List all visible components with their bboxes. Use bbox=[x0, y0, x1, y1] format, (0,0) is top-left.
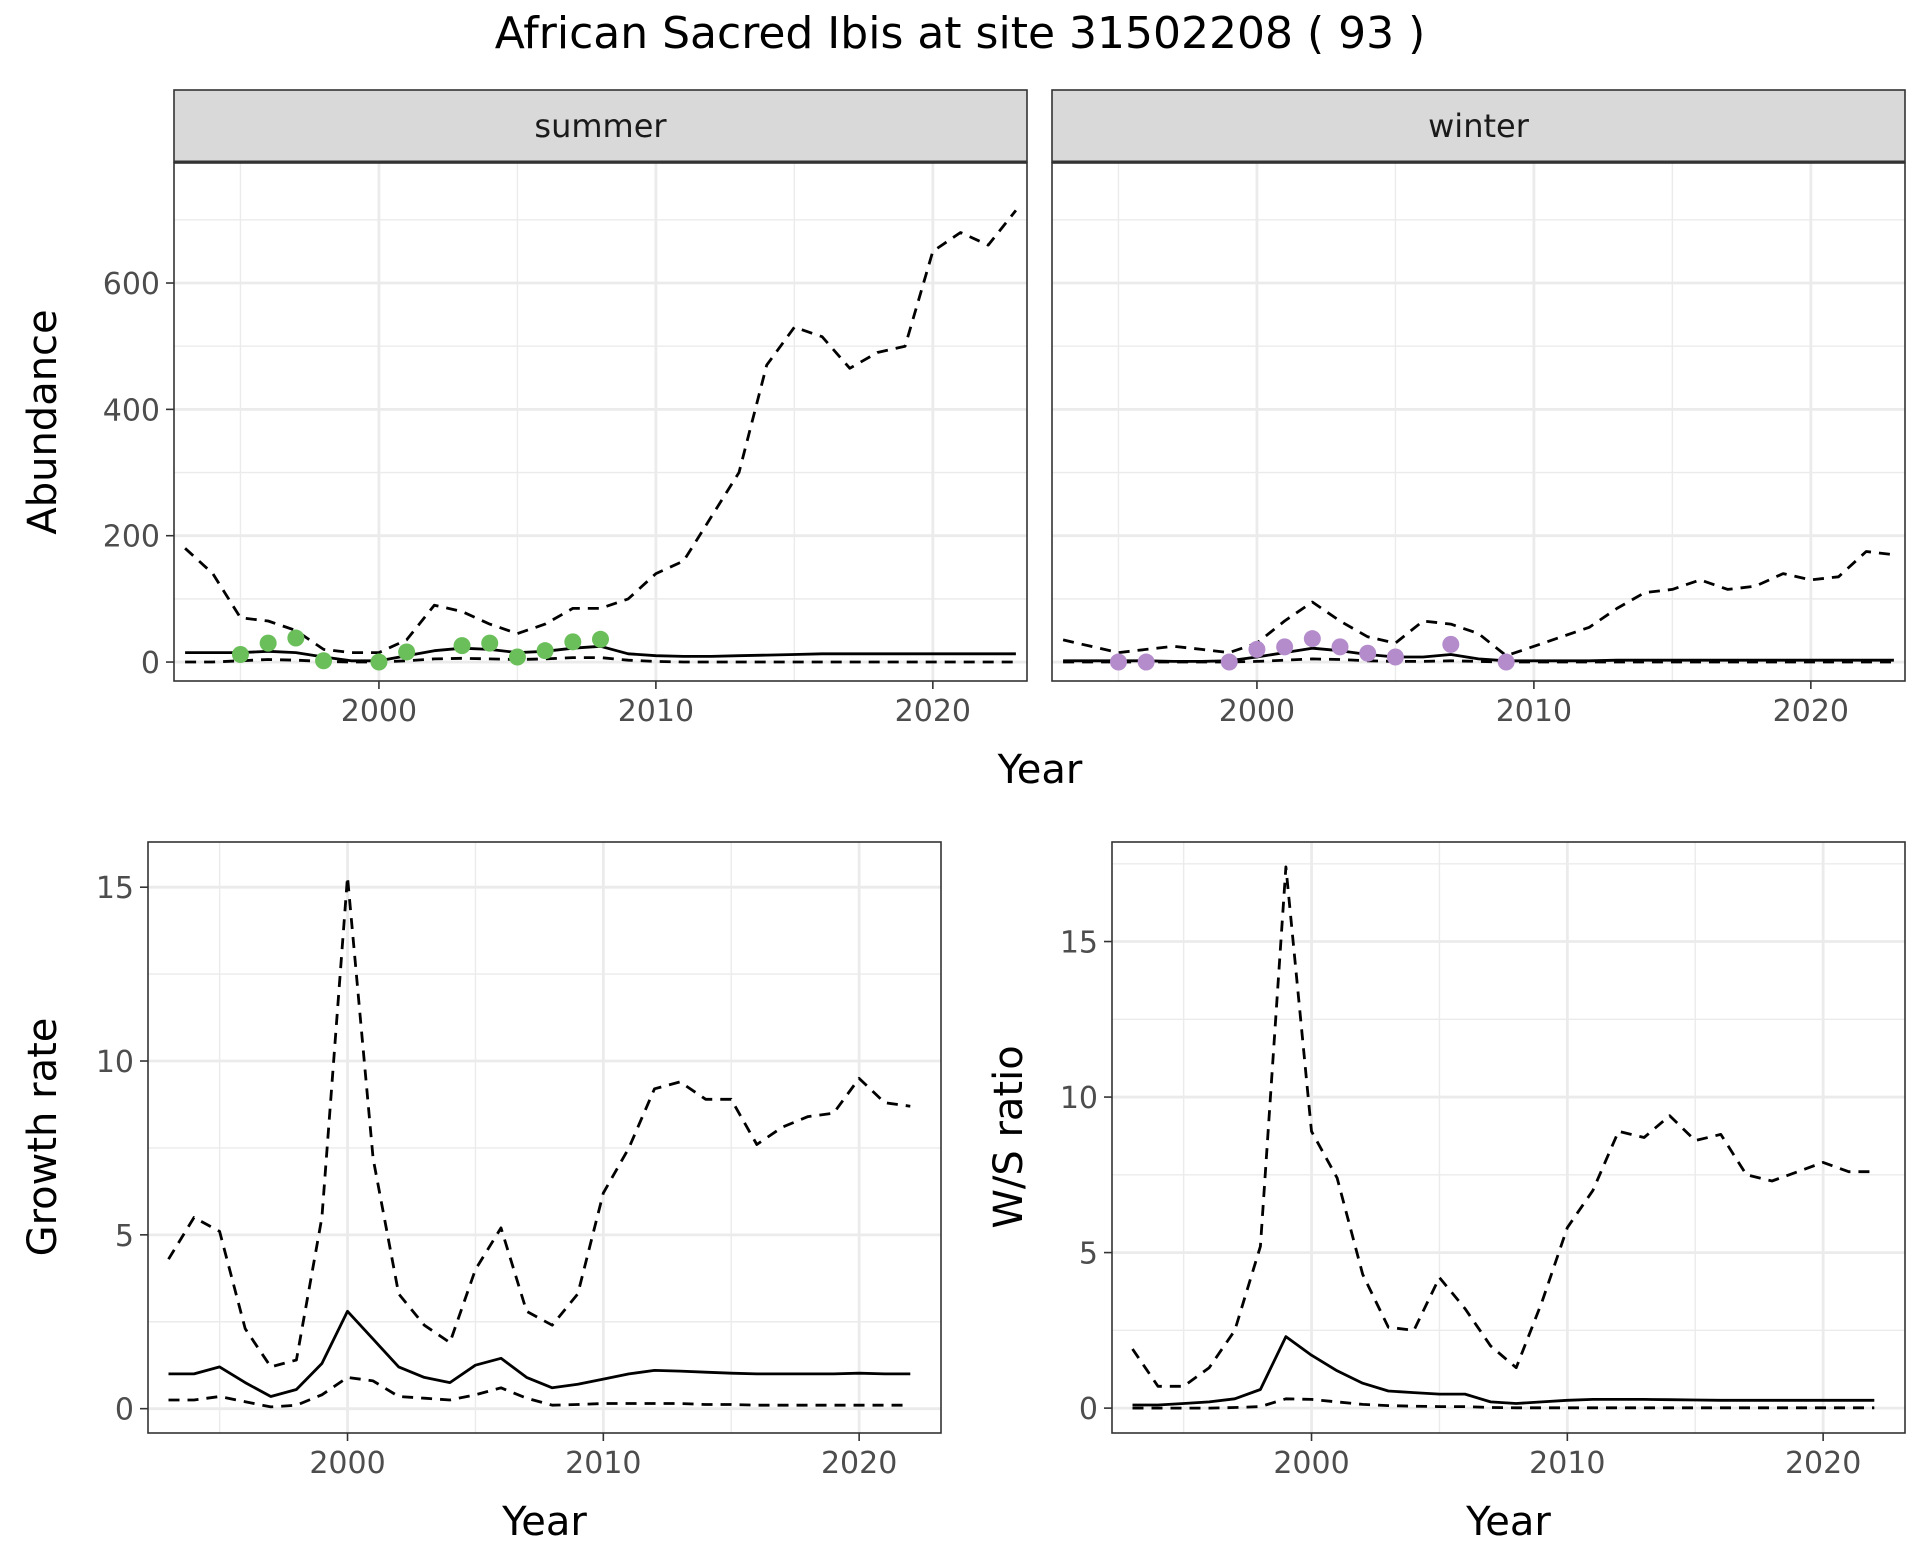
y-tick-label: 15 bbox=[96, 871, 134, 906]
observed-point bbox=[1331, 638, 1349, 656]
observed-point bbox=[592, 630, 609, 648]
x-tick-label: 2000 bbox=[1273, 1446, 1349, 1481]
x-tick-label: 2010 bbox=[1529, 1446, 1605, 1481]
panel-background bbox=[1052, 163, 1905, 681]
observed-point bbox=[259, 634, 277, 652]
y-tick-label: 0 bbox=[141, 646, 160, 681]
series-line-upper bbox=[1131, 865, 1875, 1388]
observed-point bbox=[1109, 653, 1127, 671]
x-tick-label: 2020 bbox=[895, 694, 971, 729]
y-tick-label: 0 bbox=[1079, 1392, 1098, 1427]
x-axis-label: Year bbox=[501, 1499, 587, 1545]
observed-point bbox=[231, 645, 249, 663]
x-tick-label: 2010 bbox=[618, 694, 694, 729]
y-tick-label: 10 bbox=[1060, 1081, 1098, 1116]
observed-point bbox=[1137, 653, 1155, 671]
panel-summer: summer 2000 2010 2020 0 200 400 600 Abundance bbox=[20, 89, 1028, 729]
x-tick-label: 2000 bbox=[309, 1446, 385, 1481]
panel-ws: 2000 2010 2020 0 5 10 15 W/S ratio Year bbox=[986, 841, 1906, 1545]
x-tick-label: 2000 bbox=[341, 694, 417, 729]
panel-background bbox=[174, 163, 1027, 681]
x-tick-label: 2020 bbox=[1785, 1446, 1861, 1481]
y-tick-label: 200 bbox=[103, 520, 160, 555]
x-tick-label: 2020 bbox=[1773, 694, 1849, 729]
y-tick-label: 400 bbox=[103, 393, 160, 428]
y-tick-label: 600 bbox=[103, 267, 160, 302]
panel-background bbox=[1112, 842, 1905, 1433]
y-axis-label: Abundance bbox=[20, 309, 66, 534]
y-axis-label: W/S ratio bbox=[986, 1045, 1032, 1228]
series-line-lower bbox=[1132, 1397, 1875, 1410]
panel-border bbox=[147, 841, 942, 1434]
observed-point bbox=[508, 648, 526, 666]
observed-point bbox=[1497, 653, 1515, 671]
observed-point bbox=[1248, 640, 1266, 658]
chart-title: African Sacred Ibis at site 31502208 ( 9… bbox=[495, 8, 1426, 59]
observed-point bbox=[1442, 635, 1460, 653]
x-tick-label: 2010 bbox=[1496, 694, 1572, 729]
observed-point bbox=[398, 643, 416, 661]
observed-point bbox=[315, 652, 333, 670]
series-line-lower bbox=[1063, 657, 1894, 664]
facet-strip-label: winter bbox=[1428, 107, 1530, 145]
observed-point bbox=[1276, 638, 1294, 656]
panel-winter: winter 2000 2010 2020 bbox=[1051, 89, 1906, 729]
plot-panels: summer 2000 2010 2020 0 200 400 600 Abundance win… bbox=[20, 89, 1906, 1545]
observed-point bbox=[1220, 653, 1238, 671]
x-tick-label: 2020 bbox=[821, 1446, 897, 1481]
series-line-estimate bbox=[168, 1309, 911, 1398]
x-axis-label: Year bbox=[1465, 1499, 1551, 1545]
series-line-estimate bbox=[1132, 1335, 1875, 1407]
series-line-lower bbox=[168, 1376, 911, 1409]
y-tick-label: 5 bbox=[1079, 1237, 1098, 1272]
series-line-upper bbox=[167, 875, 911, 1369]
observed-point bbox=[453, 637, 471, 655]
series-line-upper bbox=[184, 209, 1017, 654]
observed-point bbox=[564, 633, 582, 651]
observed-point bbox=[370, 653, 388, 671]
x-tick-label: 2000 bbox=[1219, 694, 1295, 729]
observed-point bbox=[287, 629, 305, 647]
observed-point bbox=[1386, 648, 1404, 666]
x-tick-label: 2010 bbox=[565, 1446, 641, 1481]
y-tick-label: 10 bbox=[96, 1045, 134, 1080]
panel-border bbox=[1111, 841, 1906, 1434]
facet-strip-label: summer bbox=[534, 107, 667, 145]
observed-point bbox=[1303, 630, 1321, 648]
y-axis-label: Growth rate bbox=[20, 1018, 66, 1257]
y-tick-label: 5 bbox=[115, 1219, 134, 1254]
panel-background bbox=[148, 842, 941, 1433]
y-tick-label: 0 bbox=[115, 1393, 134, 1428]
facet-strip bbox=[1051, 89, 1906, 163]
observed-point bbox=[536, 642, 554, 660]
series-line-upper bbox=[1062, 550, 1895, 658]
observed-point bbox=[481, 634, 499, 652]
y-tick-label: 15 bbox=[1060, 926, 1098, 961]
observed-point bbox=[1359, 644, 1377, 662]
panel-growth: 2000 2010 2020 0 5 10 15 Growth rate Year bbox=[20, 841, 942, 1545]
x-axis-label-top: Year bbox=[997, 747, 1083, 793]
